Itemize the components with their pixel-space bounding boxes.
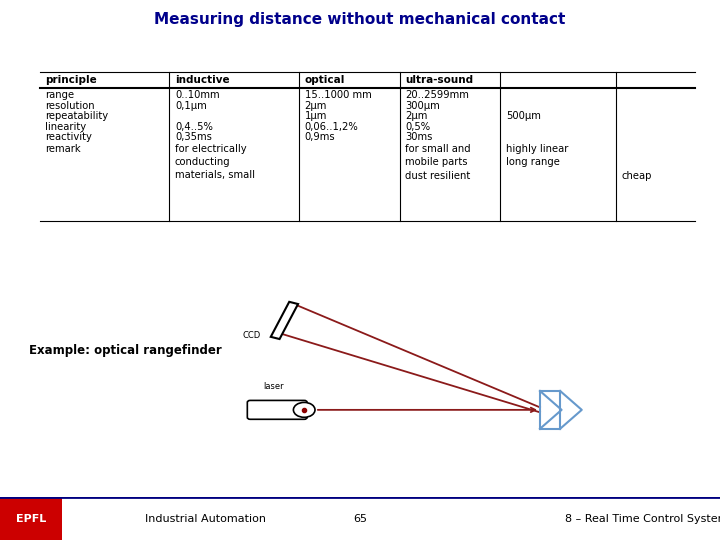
Text: repeatability: repeatability — [45, 111, 109, 122]
Text: 8 – Real Time Control Systems: 8 – Real Time Control Systems — [565, 514, 720, 524]
Text: resolution: resolution — [45, 101, 95, 111]
Text: range: range — [45, 90, 74, 100]
Text: for small and
mobile parts: for small and mobile parts — [405, 144, 471, 167]
Text: cheap: cheap — [621, 171, 652, 181]
Text: EPFL: EPFL — [16, 514, 46, 524]
Text: 15..1000 mm: 15..1000 mm — [305, 90, 372, 100]
Text: 20..2599mm: 20..2599mm — [405, 90, 469, 100]
Text: dust resilient: dust resilient — [405, 171, 471, 181]
Text: 0..10mm: 0..10mm — [175, 90, 220, 100]
Text: 0,4..5%: 0,4..5% — [175, 122, 213, 132]
Text: CCD: CCD — [243, 331, 261, 340]
Text: Industrial Automation: Industrial Automation — [145, 514, 266, 524]
Text: Example: optical rangefinder: Example: optical rangefinder — [29, 344, 222, 357]
Circle shape — [294, 402, 315, 417]
Text: 65: 65 — [353, 514, 367, 524]
Text: 0,35ms: 0,35ms — [175, 132, 212, 142]
Text: 0,9ms: 0,9ms — [305, 132, 336, 142]
Text: reactivity: reactivity — [45, 132, 92, 142]
Text: 0,5%: 0,5% — [405, 122, 431, 132]
Text: 0,1μm: 0,1μm — [175, 101, 207, 111]
Text: 2μm: 2μm — [305, 101, 327, 111]
Text: highly linear
long range: highly linear long range — [506, 144, 569, 167]
Text: remark: remark — [45, 144, 81, 154]
Text: 500μm: 500μm — [506, 111, 541, 122]
Text: inductive: inductive — [175, 76, 230, 85]
Text: 30ms: 30ms — [405, 132, 433, 142]
FancyBboxPatch shape — [248, 401, 307, 419]
Text: optical: optical — [305, 76, 345, 85]
Text: linearity: linearity — [45, 122, 86, 132]
Text: Measuring distance without mechanical contact: Measuring distance without mechanical co… — [154, 12, 566, 28]
Text: 0,06..1,2%: 0,06..1,2% — [305, 122, 359, 132]
Text: principle: principle — [45, 76, 97, 85]
Text: for electrically
conducting
materials, small: for electrically conducting materials, s… — [175, 144, 255, 180]
Text: 2μm: 2μm — [405, 111, 428, 122]
Text: 1μm: 1μm — [305, 111, 327, 122]
Text: laser: laser — [264, 382, 284, 392]
Text: 300μm: 300μm — [405, 101, 440, 111]
Polygon shape — [271, 302, 298, 339]
Text: ultra-sound: ultra-sound — [405, 76, 474, 85]
Bar — [0, 497, 62, 540]
